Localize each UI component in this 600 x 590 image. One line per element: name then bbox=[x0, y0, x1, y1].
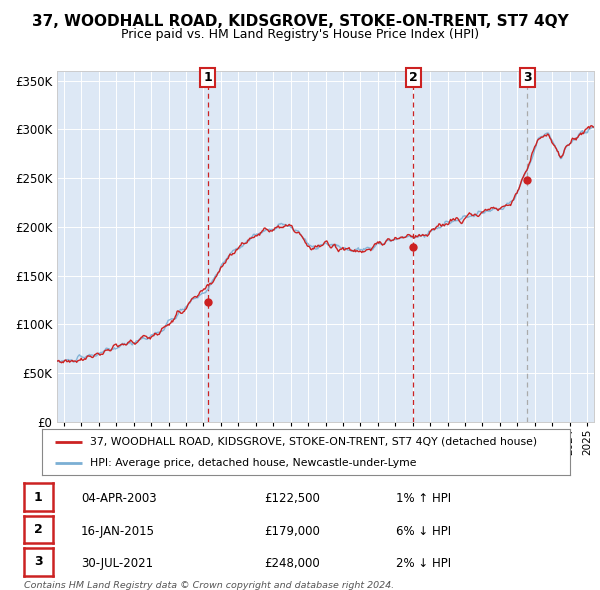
Text: 1: 1 bbox=[34, 490, 43, 504]
Text: 3: 3 bbox=[34, 555, 43, 569]
Text: 1% ↑ HPI: 1% ↑ HPI bbox=[396, 492, 451, 505]
Text: 30-JUL-2021: 30-JUL-2021 bbox=[81, 557, 153, 570]
Text: 6% ↓ HPI: 6% ↓ HPI bbox=[396, 525, 451, 537]
Text: £179,000: £179,000 bbox=[264, 525, 320, 537]
Text: 04-APR-2003: 04-APR-2003 bbox=[81, 492, 157, 505]
Text: 2% ↓ HPI: 2% ↓ HPI bbox=[396, 557, 451, 570]
Text: 2: 2 bbox=[409, 71, 418, 84]
Text: Contains HM Land Registry data © Crown copyright and database right 2024.: Contains HM Land Registry data © Crown c… bbox=[24, 581, 394, 590]
Text: Price paid vs. HM Land Registry's House Price Index (HPI): Price paid vs. HM Land Registry's House … bbox=[121, 28, 479, 41]
Text: 16-JAN-2015: 16-JAN-2015 bbox=[81, 525, 155, 537]
Text: £248,000: £248,000 bbox=[264, 557, 320, 570]
Text: 1: 1 bbox=[203, 71, 212, 84]
Text: HPI: Average price, detached house, Newcastle-under-Lyme: HPI: Average price, detached house, Newc… bbox=[89, 458, 416, 468]
Text: 37, WOODHALL ROAD, KIDSGROVE, STOKE-ON-TRENT, ST7 4QY: 37, WOODHALL ROAD, KIDSGROVE, STOKE-ON-T… bbox=[32, 14, 568, 29]
Text: £122,500: £122,500 bbox=[264, 492, 320, 505]
Text: 37, WOODHALL ROAD, KIDSGROVE, STOKE-ON-TRENT, ST7 4QY (detached house): 37, WOODHALL ROAD, KIDSGROVE, STOKE-ON-T… bbox=[89, 437, 536, 447]
Text: 2: 2 bbox=[34, 523, 43, 536]
Text: 3: 3 bbox=[523, 71, 532, 84]
